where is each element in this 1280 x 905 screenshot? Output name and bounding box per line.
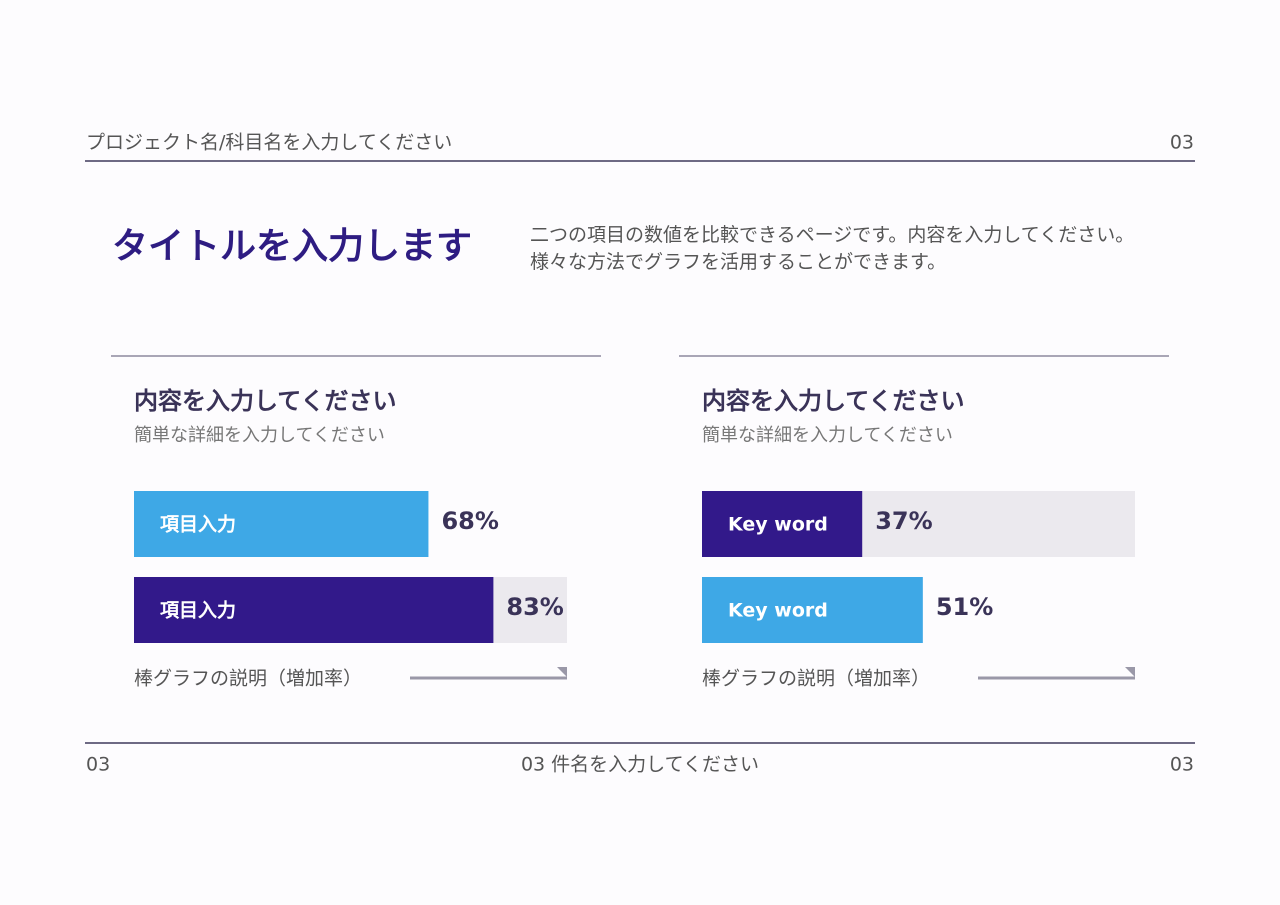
chart-note: 棒グラフの説明（増加率） [134, 668, 362, 690]
footer-center: 03 件名を入力してください [521, 754, 759, 776]
header-page: 03 [1170, 132, 1194, 154]
page-title: タイトルを入力します [112, 226, 472, 267]
value-label: 37% [875, 507, 932, 535]
note-arrowhead [1125, 667, 1135, 677]
value-label: 68% [441, 507, 498, 535]
value-label: 83% [506, 593, 563, 621]
bar [702, 577, 923, 643]
footer-right: 03 [1170, 754, 1194, 776]
panel-subtitle: 簡単な詳細を入力してください [702, 425, 953, 446]
bar [134, 491, 429, 557]
bar-label: Key word [728, 600, 828, 622]
bar [134, 577, 494, 643]
panel-title: 内容を入力してください [702, 387, 965, 415]
header-project: プロジェクト名/科目名を入力してください [86, 132, 452, 154]
bar-label: 項目入力 [160, 599, 236, 622]
footer-left: 03 [86, 754, 110, 776]
panel-subtitle: 簡単な詳細を入力してください [134, 425, 385, 446]
note-arrowhead [557, 667, 567, 677]
panel-title: 内容を入力してください [134, 387, 397, 415]
bar-label: Key word [728, 514, 828, 536]
bar-label: 項目入力 [160, 513, 236, 536]
bar [702, 491, 863, 557]
value-label: 51% [936, 593, 993, 621]
chart-note: 棒グラフの説明（増加率） [702, 668, 930, 690]
description: 二つの項目の数値を比較できるページです。内容を入力してください。様々な方法でグラ… [530, 224, 1135, 273]
